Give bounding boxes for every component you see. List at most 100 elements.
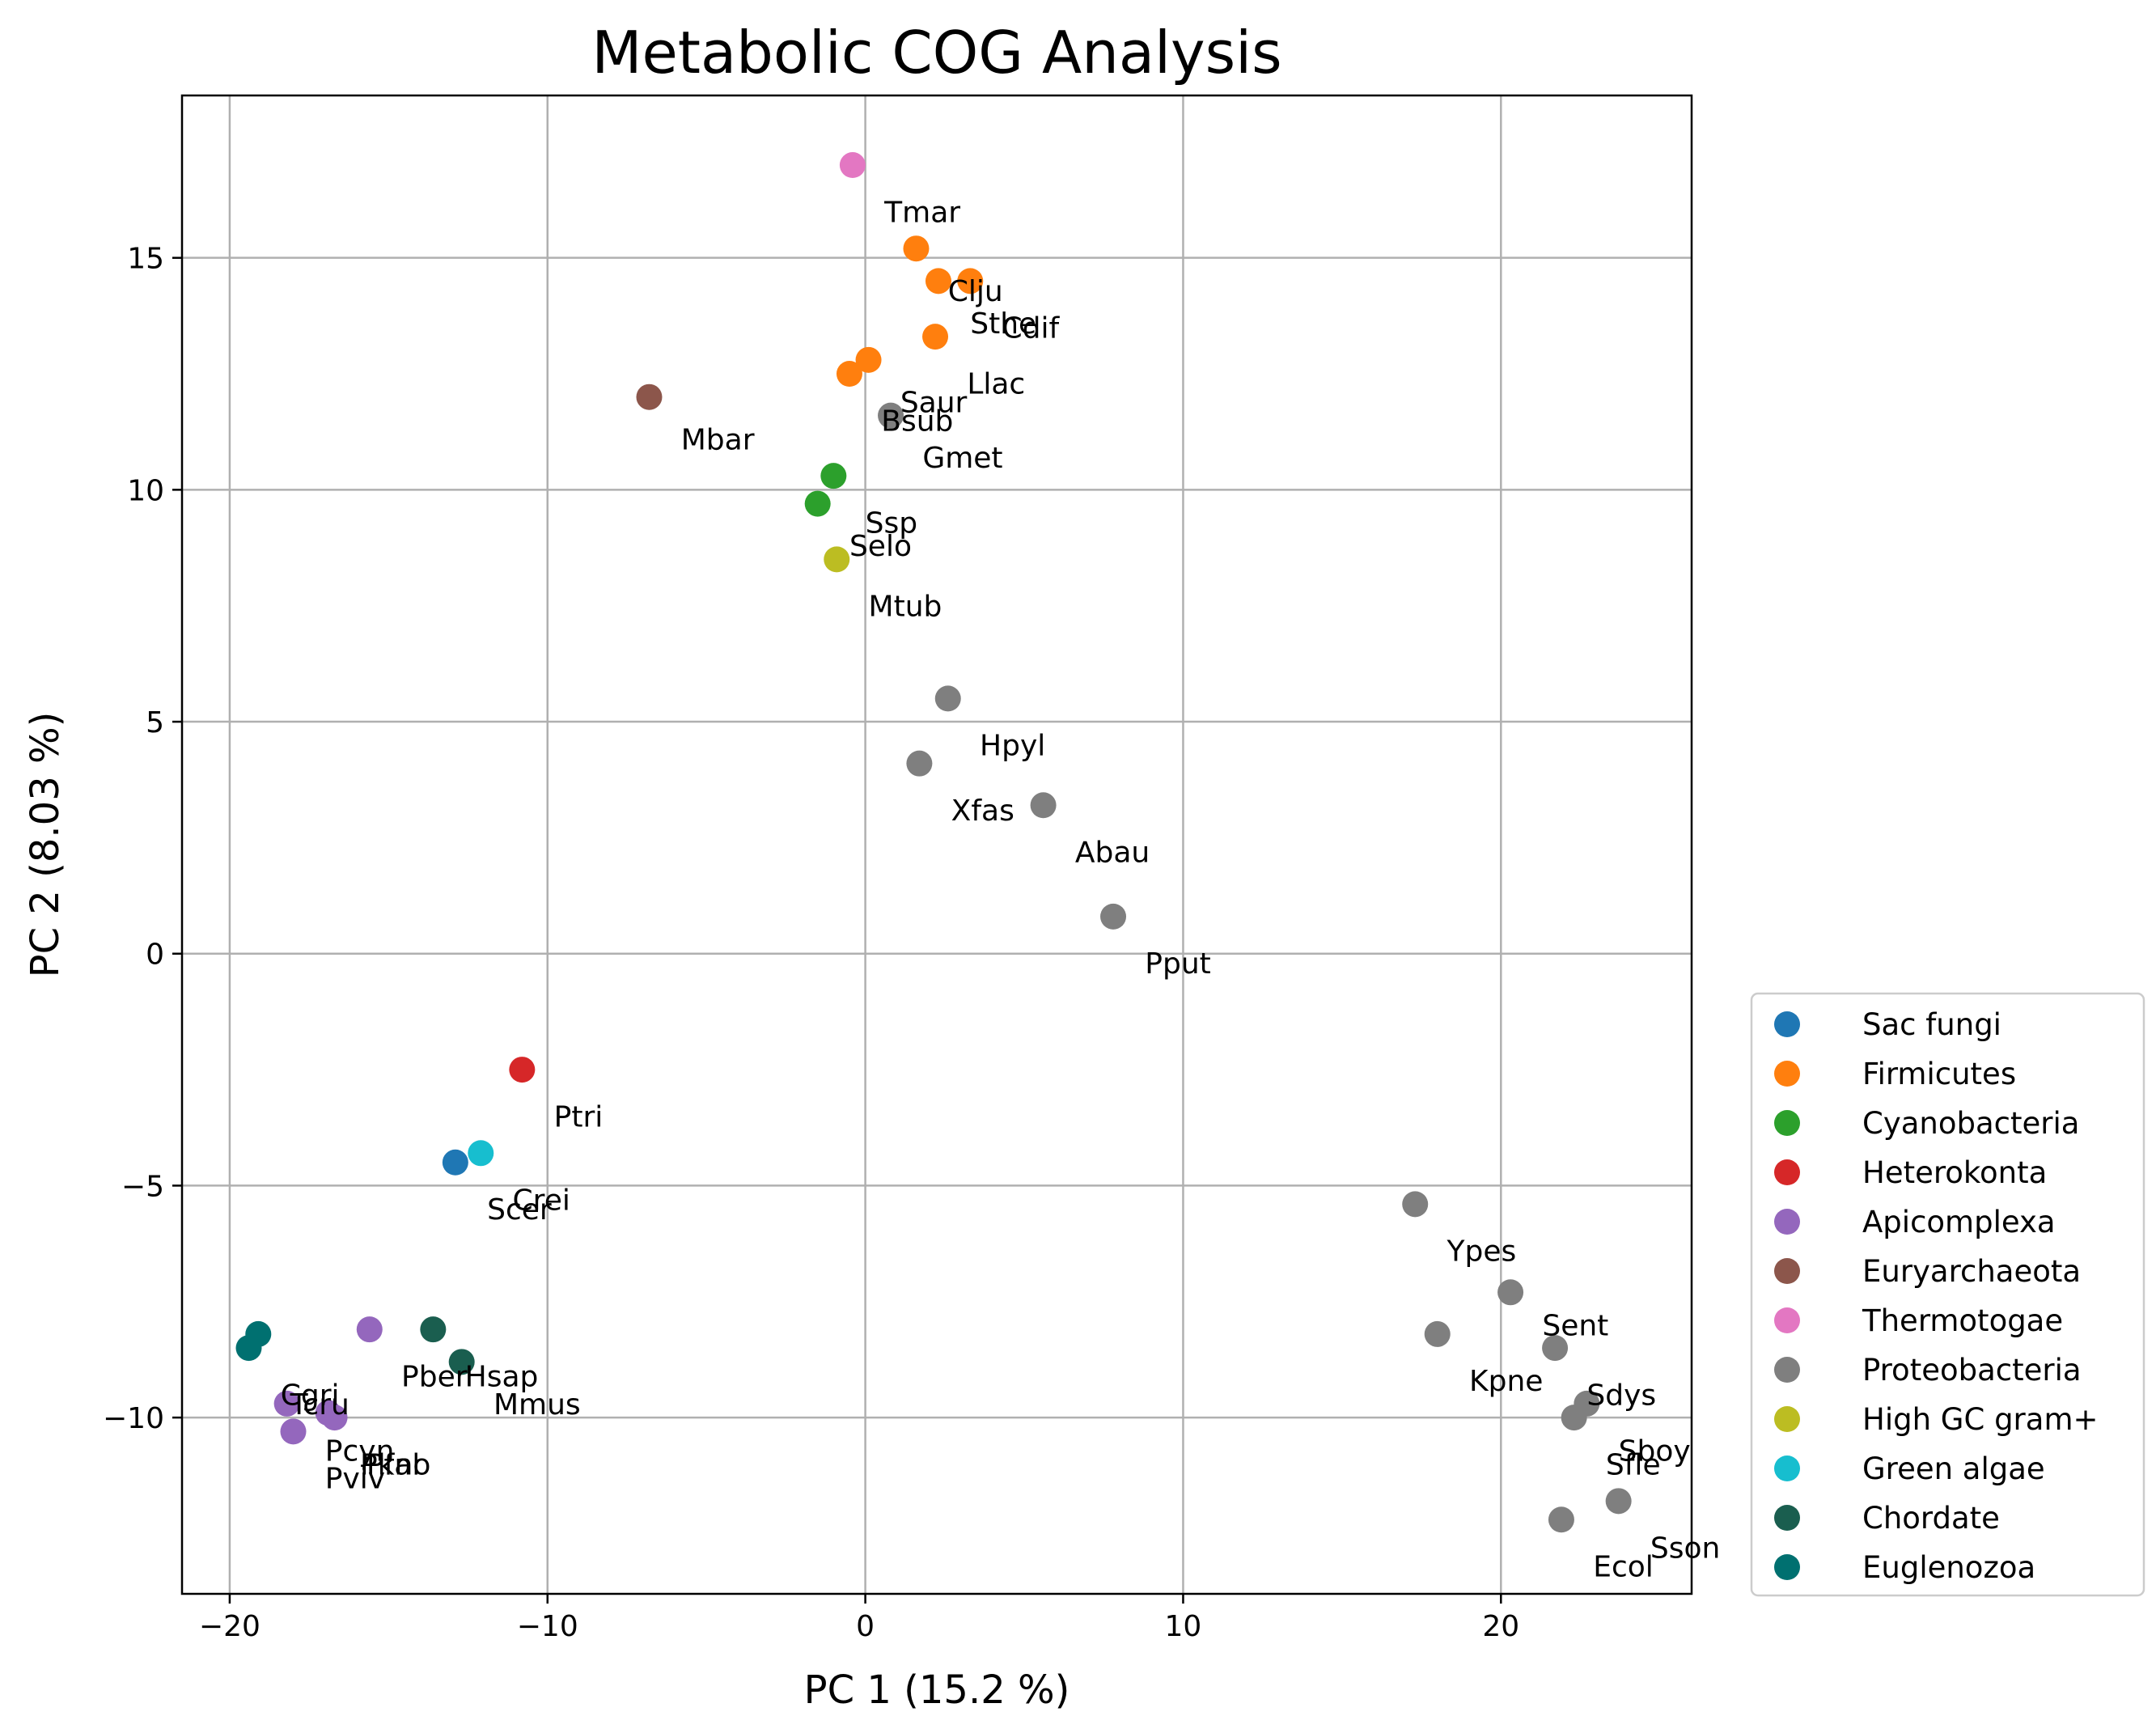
data-point-sthe — [925, 268, 951, 294]
legend-label-thermotogae: Thermotogae — [1862, 1303, 2063, 1338]
data-point-sson — [1605, 1488, 1632, 1515]
data-point-sent — [1497, 1279, 1524, 1306]
point-label-sson: Sson — [1650, 1532, 1720, 1566]
y-tick-label: −10 — [103, 1402, 164, 1435]
data-points — [235, 152, 1632, 1533]
point-label-sdys: Sdys — [1586, 1379, 1656, 1412]
data-point-cgri — [235, 1335, 262, 1362]
legend-label-heterokonta: Heterokonta — [1862, 1155, 2047, 1190]
data-point-cdif — [957, 268, 984, 294]
data-point-ssp — [820, 463, 847, 489]
point-label-ptri: Ptri — [554, 1100, 604, 1133]
point-label-sthe: Sthe — [970, 307, 1036, 341]
point-label-mtub: Mtub — [869, 591, 942, 624]
point-label-pput: Pput — [1145, 947, 1211, 981]
point-label-pber: Pber — [401, 1361, 468, 1394]
point-label-pviv: Pviv — [325, 1463, 385, 1496]
legend-label-euryarchaeota: Euryarchaeota — [1862, 1254, 2081, 1289]
x-tick-label: 10 — [1165, 1610, 1202, 1643]
grid — [182, 95, 1692, 1594]
legend-marker-proteobacteria — [1774, 1357, 1800, 1383]
data-point-scer — [442, 1149, 468, 1176]
x-tick-label: 20 — [1482, 1610, 1519, 1643]
y-tick-label: 5 — [146, 706, 164, 739]
data-point-pviv — [280, 1418, 307, 1445]
point-label-cdif: Cdif — [1002, 312, 1061, 345]
data-point-sfle — [1561, 1405, 1587, 1431]
point-label-xfas: Xfas — [951, 794, 1014, 828]
legend-label-chordate: Chordate — [1862, 1501, 2000, 1536]
point-label-tcru: Tcru — [290, 1388, 349, 1422]
data-point-bsub — [855, 346, 882, 373]
point-label-abau: Abau — [1075, 837, 1150, 870]
data-point-gmet — [878, 402, 904, 429]
data-point-ptri — [509, 1057, 536, 1083]
legend-marker-euryarchaeota — [1774, 1258, 1800, 1284]
data-point-llac — [922, 324, 949, 350]
legend-label-firmicutes: Firmicutes — [1862, 1057, 2016, 1091]
point-label-kpne: Kpne — [1469, 1365, 1543, 1398]
data-point-kpne — [1424, 1320, 1451, 1347]
point-label-sfle: Sfle — [1606, 1448, 1661, 1481]
plot-area-frame — [180, 94, 1693, 1595]
point-label-hsap: Hsap — [465, 1361, 539, 1394]
data-point-sdys — [1542, 1335, 1569, 1362]
data-point-abau — [1030, 792, 1057, 819]
legend-label-apicomplexa: Apicomplexa — [1862, 1205, 2056, 1239]
point-label-scer: Scer — [487, 1193, 552, 1227]
legend-marker-heterokonta — [1774, 1159, 1800, 1185]
legend-label-euglenozoa: Euglenozoa — [1862, 1550, 2035, 1585]
legend-label-proteobacteria: Proteobacteria — [1862, 1353, 2082, 1388]
data-point-hpyl — [934, 685, 961, 712]
point-label-ypes: Ypes — [1447, 1235, 1517, 1269]
x-tick-label: −10 — [517, 1610, 578, 1643]
data-point-mtub — [824, 546, 850, 573]
data-point-hsap — [420, 1316, 447, 1343]
y-tick-label: 10 — [127, 474, 164, 507]
data-point-ecol — [1548, 1506, 1574, 1533]
legend-marker-green-algae — [1774, 1455, 1800, 1481]
y-axis-label: PC 2 (8.03 %) — [23, 712, 68, 978]
y-tick-label: 0 — [146, 939, 164, 972]
data-point-ypes — [1402, 1191, 1429, 1218]
point-label-pfal: Pfal — [366, 1448, 420, 1481]
legend-label-cyanobacteria: Cyanobacteria — [1862, 1106, 2079, 1141]
legend-box — [1750, 992, 2145, 1597]
legend-marker-sac-fungi — [1774, 1011, 1800, 1037]
point-label-sboy: Sboy — [1619, 1434, 1691, 1468]
point-label-pkno: Pkno — [360, 1448, 430, 1481]
point-label-cgri: Cgri — [281, 1379, 340, 1412]
legend-label-sac-fungi: Sac fungi — [1862, 1007, 2001, 1042]
point-label-saur: Saur — [900, 386, 968, 419]
point-label-mbar: Mbar — [681, 423, 755, 456]
legend-marker-high-gc-gram- — [1774, 1406, 1800, 1432]
point-labels: TmarCljuStheCdifLlacSaurBsubGmetMbarSspS… — [281, 196, 1721, 1583]
data-point-tmar — [839, 152, 866, 179]
axis-ticks: −20 −10 0 10 20 −10 −5 0 5 10 15 — [103, 243, 1519, 1643]
data-point-clju — [903, 235, 930, 262]
legend-label-high-gc-gram-: High GC gram+ — [1862, 1402, 2098, 1437]
legend-marker-thermotogae — [1774, 1307, 1800, 1333]
point-label-ssp: Ssp — [866, 507, 917, 540]
legend-marker-firmicutes — [1774, 1061, 1800, 1087]
data-point-mmus — [448, 1349, 475, 1375]
data-point-saur — [836, 361, 862, 388]
point-label-pcyn: Pcyn — [325, 1434, 395, 1468]
legend: Sac fungi Firmicutes Cyanobacteria Heteroko… — [1750, 992, 2145, 1597]
x-tick-label: −20 — [199, 1610, 260, 1643]
data-point-xfas — [906, 750, 933, 777]
point-label-selo: Selo — [849, 530, 912, 563]
x-tick-label: 0 — [856, 1610, 875, 1643]
point-label-crei: Crei — [513, 1184, 570, 1218]
data-point-crei — [468, 1140, 494, 1167]
chart-title: Metabolic COG Analysis — [591, 19, 1281, 87]
y-tick-label: −5 — [121, 1170, 164, 1203]
point-label-clju: Clju — [948, 275, 1003, 308]
point-label-mmus: Mmus — [493, 1388, 581, 1422]
data-point-tpar — [273, 1390, 300, 1417]
data-point-mbar — [636, 383, 663, 410]
point-label-sent: Sent — [1542, 1309, 1608, 1342]
legend-marker-cyanobacteria — [1774, 1110, 1800, 1136]
data-point-pkno — [321, 1405, 348, 1431]
